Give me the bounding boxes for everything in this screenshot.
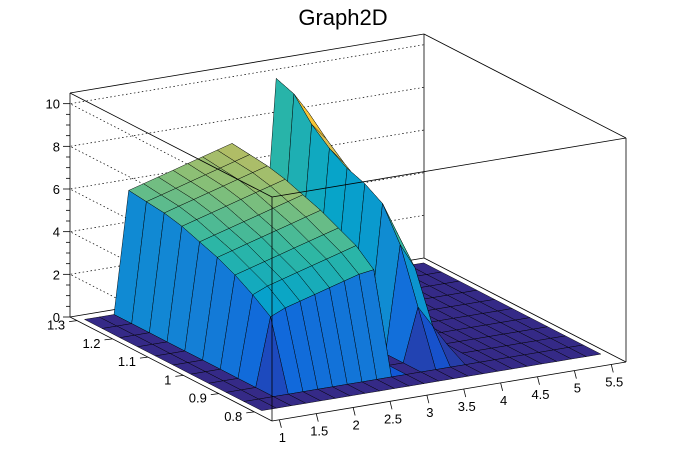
z-tick-label: 0 xyxy=(53,310,60,325)
y-tick-label: 1.1 xyxy=(118,354,136,369)
surface-cell xyxy=(243,398,277,411)
front-frame xyxy=(69,92,627,422)
frame-edge xyxy=(423,33,627,139)
x-tick-label: 3.5 xyxy=(458,399,476,414)
x-tick-label: 1.5 xyxy=(310,424,328,439)
chart-title: Graph2D xyxy=(298,5,387,30)
x-tick-mark xyxy=(426,395,430,404)
z-tick-label: 8 xyxy=(53,139,60,154)
x-tick-mark xyxy=(463,388,467,398)
axes: 0 2 4 6 8 10 1 1.5 2 2.5 3 3.5 4 4.5 5 5.5 0.8 0.9 1 1.1 1.2… xyxy=(46,97,624,445)
frame-edge xyxy=(271,361,627,422)
y-tick-label: 1.2 xyxy=(82,336,100,351)
z-tick-label: 10 xyxy=(46,97,60,112)
x-tick-label: 2.5 xyxy=(384,411,402,426)
y-tick-mark xyxy=(246,411,255,414)
y-tick-mark xyxy=(139,356,149,359)
x-tick-label: 4 xyxy=(500,393,507,408)
x-tick-mark xyxy=(573,370,577,379)
x-tick-mark xyxy=(500,382,504,391)
x-tick-label: 3 xyxy=(426,405,433,420)
y-tick-mark xyxy=(175,374,184,377)
y-tick-label: 1 xyxy=(164,372,171,387)
z-tick-label: 4 xyxy=(53,225,60,240)
y-tick-mark xyxy=(69,320,78,323)
y-tick-label: 0.8 xyxy=(224,409,242,424)
y-tick-mark xyxy=(210,393,219,396)
z-tick-label: 2 xyxy=(53,267,60,282)
x-tick-mark xyxy=(389,401,393,410)
frame-edge xyxy=(271,137,627,198)
x-tick-label: 1 xyxy=(279,430,286,445)
x-tick-label: 4.5 xyxy=(531,387,549,402)
x-tick-label: 5.5 xyxy=(605,374,623,389)
y-tick-label: 1.3 xyxy=(47,318,65,333)
x-tick-mark xyxy=(610,364,614,373)
frame-edge xyxy=(69,92,273,198)
x-tick-mark xyxy=(537,376,540,385)
z-tick-label: 6 xyxy=(53,182,60,197)
x-tick-mark xyxy=(278,419,282,428)
frame-edge xyxy=(69,33,425,94)
x-tick-mark xyxy=(315,413,319,422)
x-tick-label: 5 xyxy=(574,381,581,396)
x-tick-mark xyxy=(352,407,356,416)
surface-plot xyxy=(84,78,602,411)
x-tick-label: 2 xyxy=(353,417,360,432)
frame-edge xyxy=(423,257,627,363)
frame-edge xyxy=(69,316,273,422)
y-tick-label: 0.9 xyxy=(189,391,207,406)
y-tick-mark xyxy=(104,338,113,341)
